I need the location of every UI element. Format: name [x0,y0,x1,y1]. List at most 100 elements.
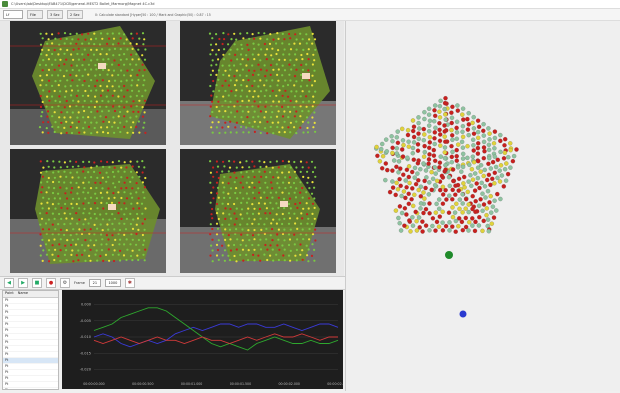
marker-dot [301,38,304,41]
marker-dot [113,217,116,220]
marker-dot [288,176,292,179]
scene-marker [472,228,478,234]
marker-dot [83,166,86,169]
frame-label: Frame [74,281,85,285]
marker-dot [82,202,85,205]
marker-dot [66,165,69,168]
marker-dot [125,120,128,123]
scene-marker [451,178,456,184]
scene-marker [442,100,448,106]
point-list[interactable]: Point Name Pt Pt Pt Pt Pt Pt Pt Pt Pt Pt Pt Pt Pt Pt P… [2,290,59,390]
marker-dot [95,249,98,252]
marker-dot [293,105,296,109]
scene-marker [394,135,400,140]
stop-button[interactable]: ■ [32,278,42,288]
marker-dot [253,58,256,61]
marker-dot [277,49,280,52]
settings-icon[interactable]: ⚙ [60,278,70,288]
marker-dot [45,212,48,215]
marker-dot [209,181,212,184]
list-item[interactable]: Pt [3,352,58,358]
marker-dot [48,249,51,252]
list-item[interactable]: Pt [3,382,58,388]
camera-view-3[interactable] [10,149,166,273]
marker-dot [57,180,61,184]
mode-select[interactable]: Lf [3,10,23,19]
camera-view-4[interactable] [180,149,336,273]
scene-marker [402,223,407,228]
marker-dot [107,228,110,231]
marker-dot [218,89,221,92]
marker-dot [76,192,79,195]
marker-dot [228,213,231,216]
marker-dot [221,254,224,257]
marker-dot [47,68,51,71]
scene-marker [412,175,417,180]
list-item[interactable]: Pt [3,334,58,340]
marker-dot [307,121,310,124]
file-button[interactable]: File [27,10,43,19]
list-item[interactable]: Pt [3,340,58,346]
marker-dot [54,80,57,83]
scene-marker [390,179,395,184]
marker-dot [84,68,87,71]
list-item[interactable]: Pt [3,304,58,310]
y-tick-label: -0.020 [80,368,91,372]
marker-dot [247,79,250,82]
marker-dot [223,165,226,168]
marker-dot [100,233,103,236]
list-item[interactable]: Pt [3,310,58,316]
marker-dot [240,125,243,128]
scene-marker [481,133,486,138]
marker-dot [98,105,102,108]
rewind-button[interactable]: ◀ [4,278,14,288]
marker-dot [120,80,123,83]
scene-marker [473,219,478,225]
marker-dot [143,239,146,242]
list-item[interactable]: Pt [3,376,58,382]
two-sec-button[interactable]: 2 Sec [67,10,83,19]
marker-dot [69,84,72,87]
marker-dot [53,217,56,220]
record-button[interactable]: ● [46,278,56,288]
camera-view-1[interactable] [10,21,166,145]
list-item[interactable]: Pt [3,328,58,334]
list-item[interactable]: Pt [3,370,58,376]
scene-marker [421,126,427,132]
play-button[interactable]: ▶ [18,278,28,288]
trajectory-plot[interactable]: 0.000 -0.005 -0.010 -0.015 -0.020 00:00:00.00… [62,290,349,389]
marker-dot [271,187,274,190]
marker-dot [301,217,304,220]
list-item[interactable]: Pt [3,358,58,364]
list-item[interactable]: Pt [3,322,58,328]
frame-input[interactable]: 21 [88,279,101,287]
scene-marker [466,110,471,116]
marker-dot [93,202,97,205]
list-item[interactable]: Pt [3,364,58,370]
marker-dot [120,100,123,103]
marker-dot [275,115,279,118]
list-item[interactable]: Pt [3,388,58,389]
list-item[interactable]: Pt [3,346,58,352]
three-sec-button[interactable]: 3 Sec [47,10,63,19]
list-item[interactable]: Pt [3,298,58,304]
camera-view-2[interactable] [180,21,336,145]
scene-marker [440,184,446,190]
marker-dot [299,85,302,88]
3d-scene-view[interactable] [345,21,620,391]
marker-dot [251,243,254,247]
marker-dot [216,165,220,168]
title-bar: C:\Users\lab\Desktop\FAB471\DCB\general-… [0,0,620,9]
marker-dot [242,197,245,200]
marker-dot [293,170,296,173]
scene-marker [389,134,394,139]
range-input[interactable]: 1000 [104,279,121,287]
marker-dot [233,115,236,118]
list-item[interactable]: Pt [3,316,58,322]
marker-dot [135,115,138,118]
marker-dot [93,244,96,247]
series-line [93,307,339,351]
marker-dot [283,120,286,123]
scene-marker [465,155,470,161]
extra-icon[interactable]: ✱ [124,278,135,288]
